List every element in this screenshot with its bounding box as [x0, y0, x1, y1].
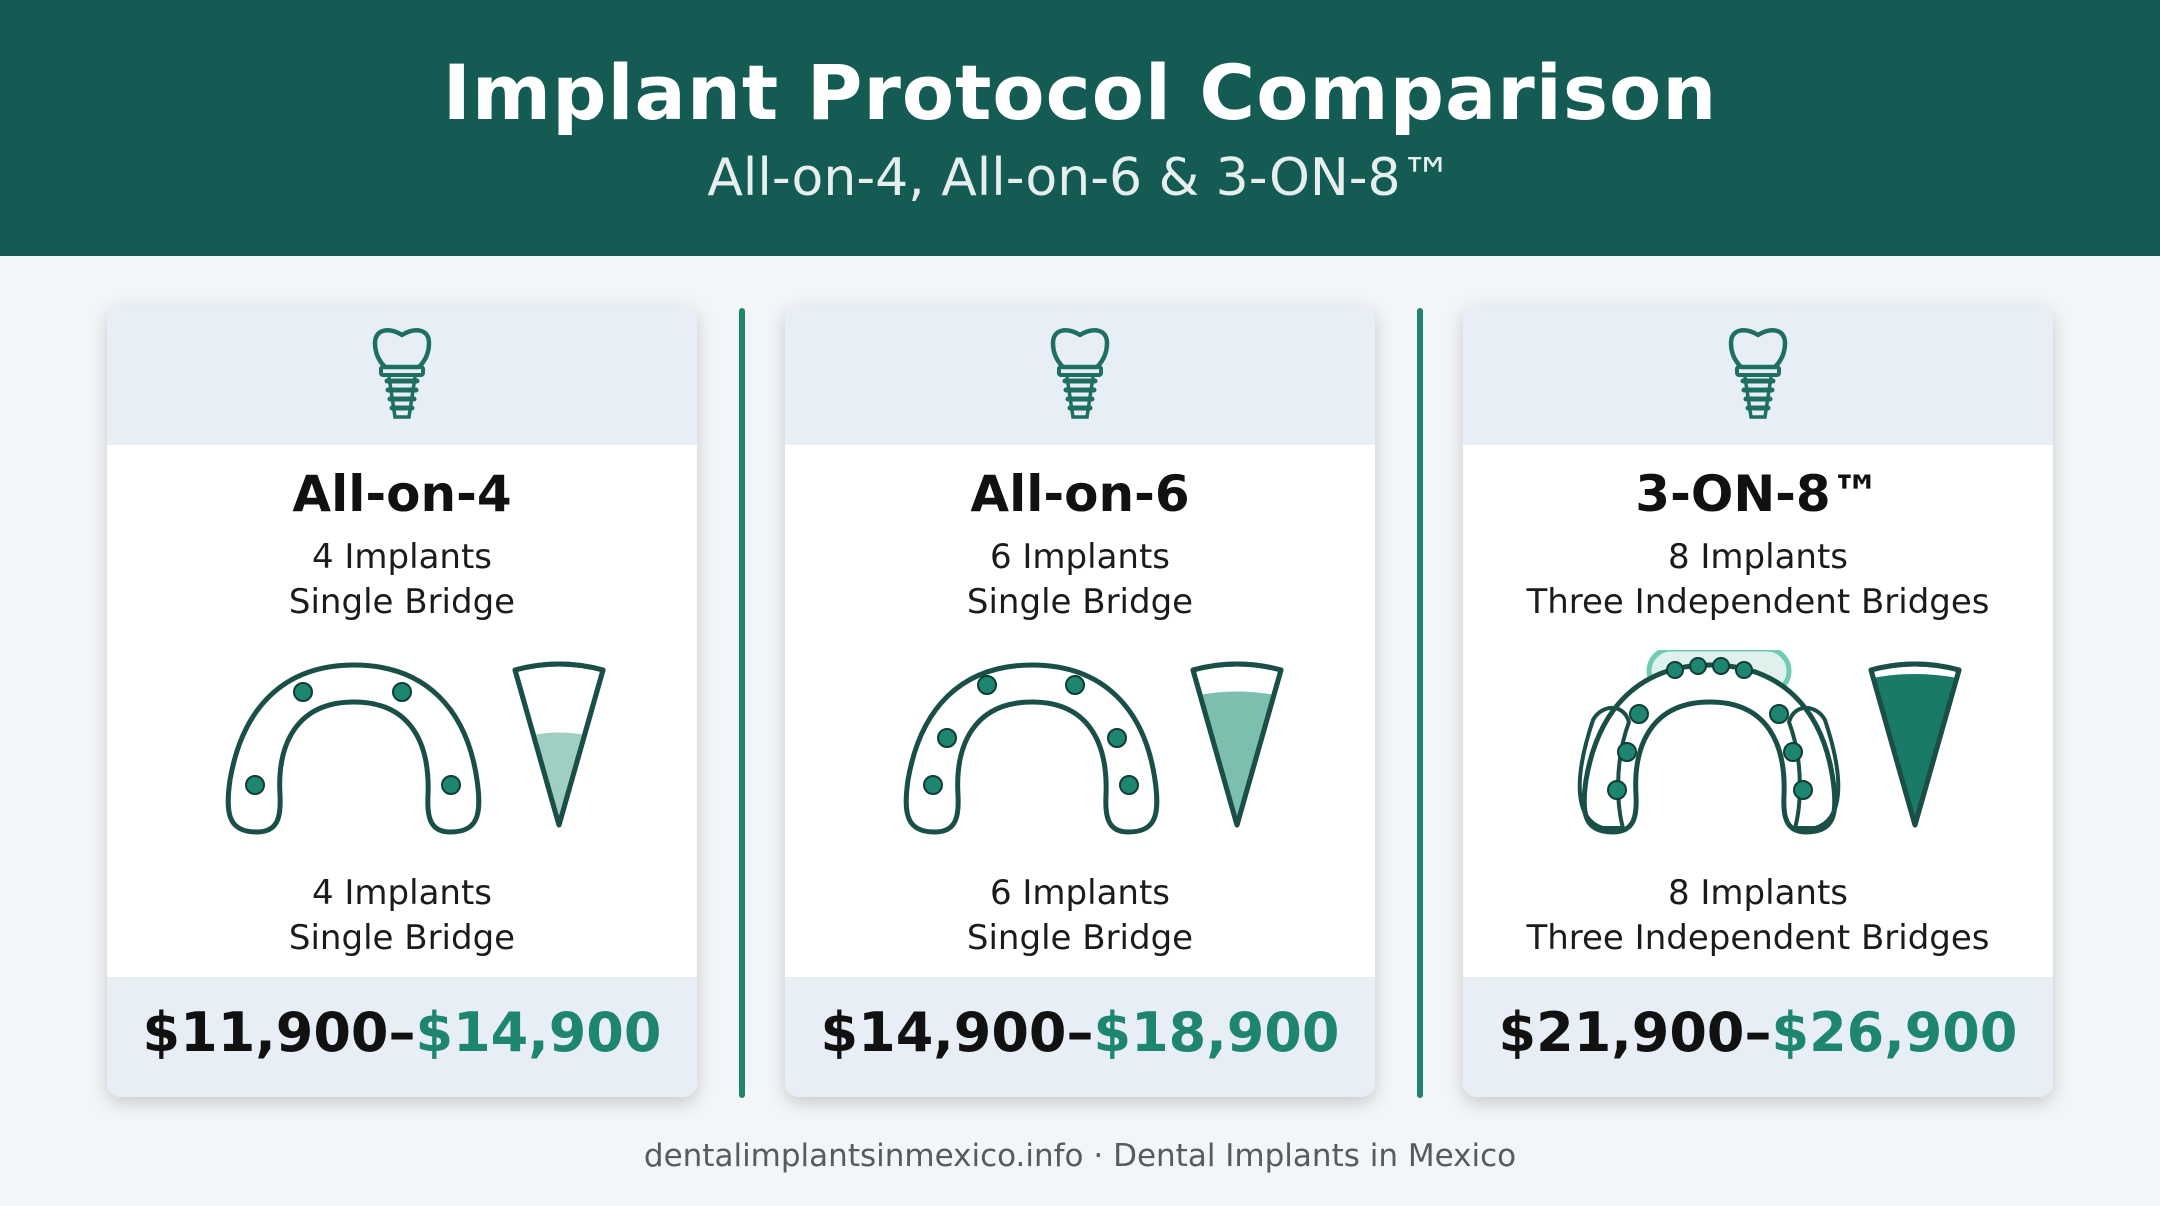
bridge-type: Single Bridge — [288, 582, 516, 622]
column-divider-2 — [1417, 308, 1423, 1098]
diagram — [1577, 650, 1962, 835]
price-high: $14,900 — [415, 1001, 662, 1064]
price-low: $14,900– — [820, 1001, 1094, 1064]
implant-markers — [245, 682, 461, 795]
dental-implant-icon — [1050, 328, 1110, 419]
implant-count: 4 Implants — [311, 537, 493, 577]
card-all-on-6: All-on-6 6 Implants Single Bridge 6 Impl… — [785, 305, 1375, 1097]
cone-fill-gauge — [1868, 661, 1962, 828]
cone-fill-gauge — [512, 661, 606, 828]
implant-count: 8 Implants — [1667, 537, 1849, 577]
price-high: $18,900 — [1093, 1001, 1340, 1064]
page-title: Implant Protocol Comparison — [442, 48, 1718, 137]
bridge-type-repeat: Three Independent Bridges — [1526, 918, 1990, 958]
card-header-panel — [1463, 305, 2053, 445]
card-header-panel — [785, 305, 1375, 445]
card-3-on-8: 3-ON-8™ 8 Implants Three Independent Bri… — [1463, 305, 2053, 1097]
price-panel: $21,900–$26,900 — [1463, 977, 2053, 1097]
footer-credit: dentalimplantsinmexico.info · Dental Imp… — [643, 1138, 1517, 1174]
implant-count-repeat: 8 Implants — [1667, 873, 1849, 913]
bridge-type: Single Bridge — [966, 582, 1194, 622]
price-range: $21,900–$26,900 — [1463, 1001, 2053, 1064]
price-range: $14,900–$18,900 — [785, 1001, 1375, 1064]
protocol-name: All-on-6 — [970, 465, 1190, 523]
column-divider-1 — [739, 308, 745, 1098]
bridge-type-repeat: Single Bridge — [966, 918, 1194, 958]
diagram — [225, 661, 606, 835]
implant-count-repeat: 4 Implants — [311, 873, 493, 913]
dental-implant-icon — [1728, 328, 1788, 419]
price-panel: $11,900–$14,900 — [107, 977, 697, 1097]
implant-count: 6 Implants — [989, 537, 1171, 577]
card-all-on-4: All-on-4 4 Implants Single Bridge 4 Impl… — [107, 305, 697, 1097]
arch-implant-diagram — [225, 662, 482, 835]
implant-count-repeat: 6 Implants — [989, 873, 1171, 913]
arch-implant-diagram — [903, 662, 1160, 835]
implant-markers — [1607, 657, 1813, 800]
bridge-type-repeat: Single Bridge — [288, 918, 516, 958]
arch-implant-diagram — [1577, 650, 1841, 835]
price-range: $11,900–$14,900 — [107, 1001, 697, 1064]
protocol-name: 3-ON-8™ — [1635, 465, 1881, 523]
bridge-type: Three Independent Bridges — [1526, 582, 1990, 622]
header-banner: Implant Protocol Comparison All-on-4, Al… — [0, 0, 2160, 256]
price-high: $26,900 — [1771, 1001, 2018, 1064]
protocol-name: All-on-4 — [292, 465, 512, 523]
card-header-panel — [107, 305, 697, 445]
price-low: $11,900– — [142, 1001, 416, 1064]
page-subtitle: All-on-4, All-on-6 & 3-ON-8™ — [707, 148, 1453, 208]
dental-implant-icon — [372, 328, 432, 419]
diagram — [903, 661, 1284, 835]
price-low: $21,900– — [1498, 1001, 1772, 1064]
implant-markers — [923, 675, 1139, 795]
cone-fill-gauge — [1190, 661, 1284, 828]
price-panel: $14,900–$18,900 — [785, 977, 1375, 1097]
